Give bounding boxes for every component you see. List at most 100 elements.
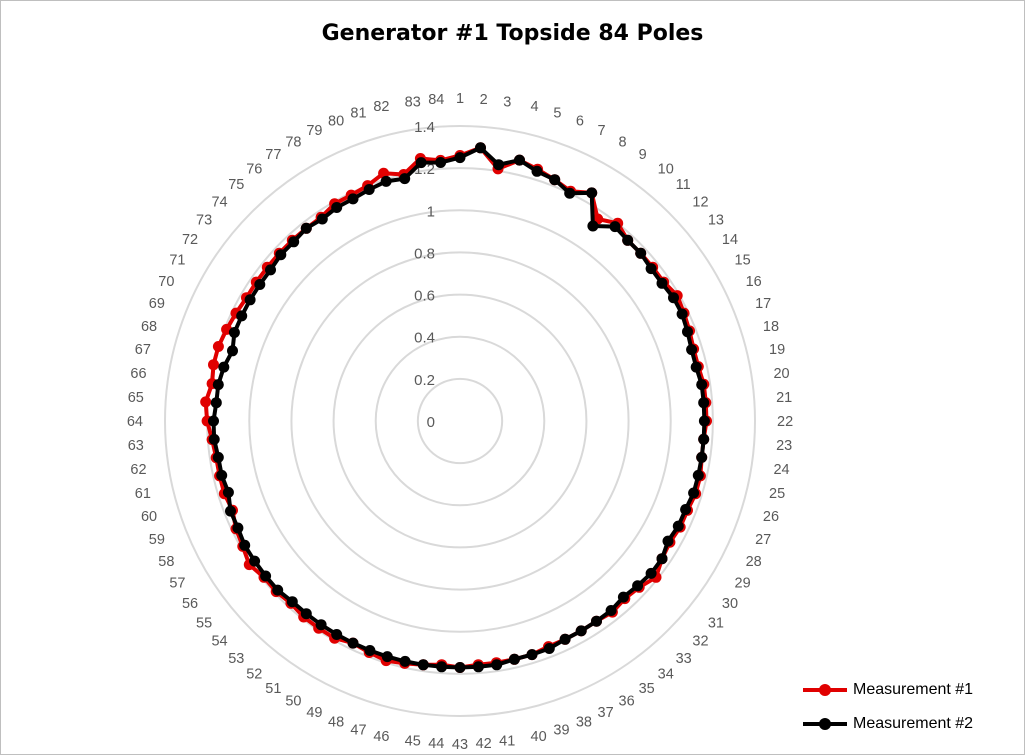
category-label: 35 <box>639 681 655 697</box>
category-label: 70 <box>158 274 174 290</box>
category-label: 79 <box>306 123 322 139</box>
category-label: 57 <box>169 576 185 592</box>
radial-tick-label: 1 <box>427 203 435 220</box>
data-point <box>436 661 448 673</box>
category-label: 67 <box>135 342 151 358</box>
category-label: 32 <box>692 634 708 650</box>
data-point <box>696 451 708 463</box>
data-point <box>227 345 238 357</box>
category-label: 72 <box>182 232 198 248</box>
category-label: 54 <box>211 634 227 650</box>
data-point <box>236 310 248 322</box>
data-point <box>212 341 224 352</box>
data-point <box>575 625 587 637</box>
data-point <box>692 469 704 481</box>
data-point <box>417 659 429 671</box>
data-point <box>288 236 300 248</box>
category-label: 33 <box>676 651 692 667</box>
category-label: 14 <box>722 232 738 248</box>
legend-swatch-series-1 <box>803 684 847 696</box>
data-point <box>591 615 602 627</box>
category-label: 20 <box>773 366 789 382</box>
data-point <box>232 522 244 534</box>
legend-label-series-2: Measurement #2 <box>853 715 974 732</box>
data-point <box>493 159 505 171</box>
data-point <box>549 174 561 186</box>
category-label: 78 <box>285 134 301 150</box>
category-label: 6 <box>576 113 584 129</box>
radial-tick-label: 0.8 <box>414 245 435 262</box>
data-point <box>200 396 212 408</box>
category-label: 34 <box>658 667 674 683</box>
gridline-ring <box>164 125 756 717</box>
category-label: 23 <box>776 438 792 454</box>
data-point <box>331 629 343 640</box>
category-label: 58 <box>158 554 174 570</box>
data-point <box>454 662 466 673</box>
category-label: 21 <box>776 390 792 406</box>
category-label: 43 <box>452 737 468 753</box>
data-point <box>265 264 276 276</box>
category-label: 60 <box>141 509 157 525</box>
category-label: 45 <box>405 733 421 749</box>
category-label: 13 <box>708 213 724 229</box>
data-point <box>208 433 220 445</box>
category-labels: 1 2 3 4 5 67891011121314151617181920212223242… <box>127 91 793 753</box>
data-point <box>543 643 555 654</box>
category-label: 29 <box>735 576 751 592</box>
category-label: 80 <box>328 113 344 129</box>
category-label: 46 <box>373 729 389 745</box>
category-label: 55 <box>196 615 212 631</box>
category-label: 47 <box>350 723 366 739</box>
series-layer <box>200 142 712 673</box>
data-point <box>315 619 327 631</box>
data-point <box>208 415 219 427</box>
category-label: 68 <box>141 319 157 335</box>
category-label: 53 <box>228 651 244 667</box>
data-point <box>399 173 411 185</box>
data-point <box>526 649 538 661</box>
data-point <box>347 637 359 649</box>
category-label: 77 <box>265 147 281 163</box>
category-label: 64 <box>127 414 143 430</box>
category-label: 16 <box>746 274 762 290</box>
data-point <box>656 277 668 289</box>
data-point <box>222 486 234 498</box>
category-label: 1 <box>456 91 464 107</box>
data-point <box>531 165 543 177</box>
data-point <box>254 279 266 290</box>
data-point <box>275 249 287 261</box>
category-label: 15 <box>735 253 751 269</box>
category-label: 25 <box>769 486 785 502</box>
data-point <box>244 294 256 306</box>
category-label: 37 <box>598 705 614 721</box>
category-label: 40 <box>531 729 547 745</box>
category-label: 24 <box>773 462 789 478</box>
category-label: 11 <box>676 177 691 193</box>
data-point <box>300 608 312 620</box>
data-point <box>347 193 359 205</box>
category-label: 75 <box>228 177 244 193</box>
data-point <box>682 326 693 338</box>
data-point <box>688 487 700 499</box>
data-point <box>514 154 525 166</box>
gridline-ring <box>374 335 546 507</box>
data-point <box>454 152 466 164</box>
data-point <box>564 187 576 199</box>
category-label: 59 <box>149 532 165 548</box>
data-point <box>435 157 447 168</box>
category-label: 31 <box>708 615 724 631</box>
category-label: 82 <box>373 99 389 115</box>
data-point <box>212 451 224 463</box>
gridline-ring <box>248 209 672 633</box>
category-label: 76 <box>246 161 262 177</box>
data-point <box>239 539 251 551</box>
data-point <box>415 157 427 169</box>
data-point <box>559 633 571 645</box>
category-label: 27 <box>755 532 771 548</box>
category-label: 69 <box>149 296 165 312</box>
data-point <box>698 415 710 427</box>
data-point <box>645 263 657 275</box>
